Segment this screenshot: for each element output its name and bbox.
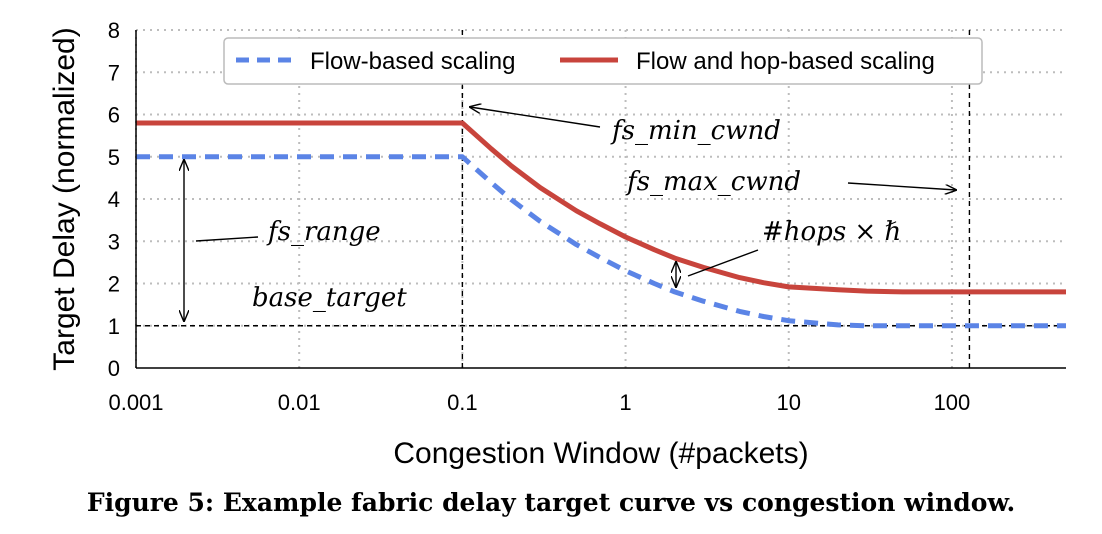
annotation-fs-max-cwnd: fs_max_cwnd — [625, 167, 801, 197]
line-hops-hbar — [687, 249, 759, 277]
annotations: fs_min_cwnd fs_max_cwnd fs_range base_ta… — [184, 107, 956, 321]
y-tick-label: 2 — [108, 272, 120, 297]
annotation-base-target: base_target — [252, 283, 407, 313]
y-tick-label: 1 — [108, 314, 120, 339]
arrow-fs-max-cwnd — [847, 182, 956, 190]
x-tick-label: 0.1 — [447, 390, 478, 415]
series-line-0 — [136, 154, 1066, 329]
y-tick-label: 5 — [108, 145, 120, 170]
legend-label-flow: Flow-based scaling — [310, 48, 515, 75]
line-fs-range — [195, 236, 259, 242]
x-tick-label: 1 — [619, 390, 631, 415]
x-tick-label: 100 — [934, 390, 971, 415]
arrow-fs-min-cwnd — [470, 107, 601, 128]
legend-label-flow-hop: Flow and hop-based scaling — [636, 48, 935, 75]
y-tick-label: 8 — [108, 18, 120, 43]
series-line-1 — [136, 120, 1066, 295]
annotation-fs-min-cwnd: fs_min_cwnd — [610, 116, 781, 146]
annotation-fs-range: fs_range — [266, 217, 381, 247]
y-tick-label: 7 — [108, 60, 120, 85]
y-tick-label: 3 — [108, 229, 120, 254]
x-tick-label: 10 — [777, 390, 801, 415]
series-group — [136, 120, 1066, 329]
reference-lines — [136, 30, 1066, 368]
figure-caption: Figure 5: Example fabric delay target cu… — [86, 488, 1016, 517]
annotation-hops-hbar: #hops × ℏ — [762, 217, 901, 247]
legend: Flow-based scaling Flow and hop-based sc… — [223, 37, 983, 85]
y-tick-labels: 0 1 2 3 4 5 6 7 8 — [108, 18, 120, 381]
x-tick-label: 0.001 — [108, 390, 163, 415]
y-tick-label: 6 — [108, 103, 120, 128]
x-tick-labels: 0.001 0.01 0.1 1 10 100 — [108, 390, 970, 415]
y-axis-label: Target Delay (normalized) — [48, 27, 81, 370]
y-tick-label: 0 — [108, 356, 120, 381]
y-tick-label: 4 — [108, 187, 120, 212]
x-axis-label: Congestion Window (#packets) — [393, 437, 808, 470]
x-tick-label: 0.01 — [278, 390, 321, 415]
